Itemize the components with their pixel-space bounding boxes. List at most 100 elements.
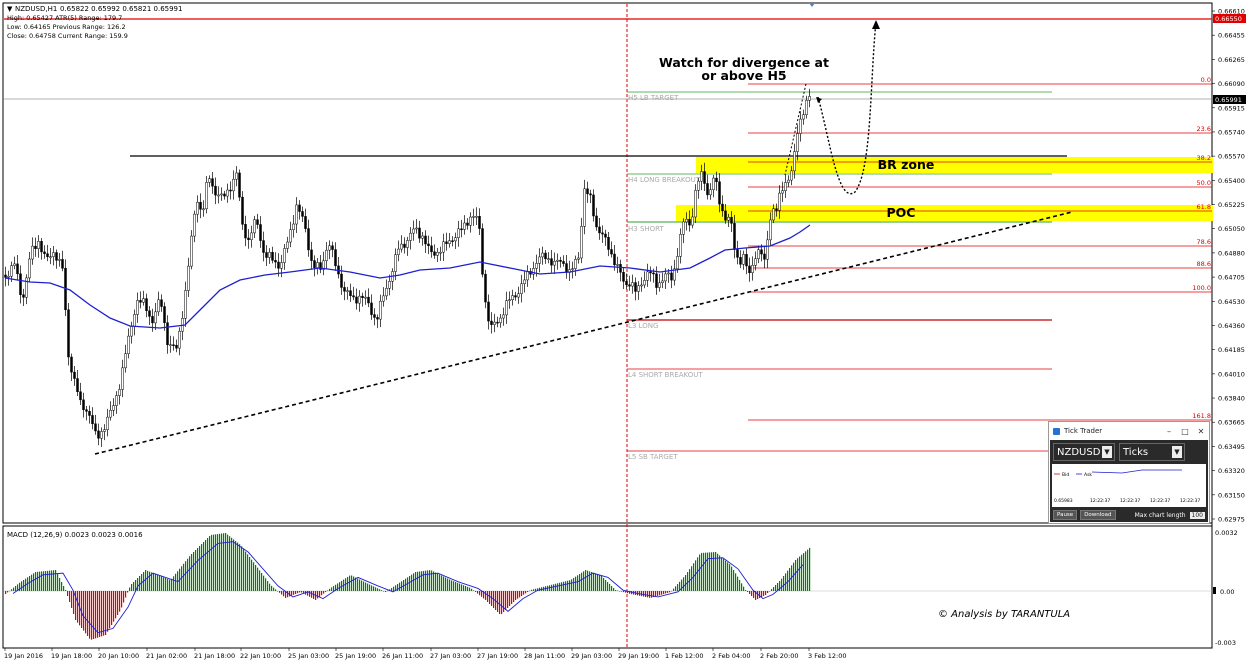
- macd-bar: [607, 582, 609, 591]
- macd-bar: [295, 591, 297, 594]
- candle-body: [4, 274, 7, 278]
- macd-bar: [175, 573, 177, 591]
- tick-trader-titlebar[interactable]: Tick Trader – □ ✕: [1049, 422, 1209, 440]
- time-tick-label: 21 Jan 18:00: [194, 652, 235, 660]
- macd-bar: [349, 575, 351, 591]
- time-tick-label: 26 Jan 11:00: [382, 652, 423, 660]
- candle-body: [112, 405, 115, 411]
- macd-bar: [207, 538, 209, 591]
- price-tick-label: 0.64360: [1218, 322, 1245, 330]
- candle-body: [595, 215, 598, 228]
- macd-bar: [601, 576, 603, 591]
- macd-bar: [711, 552, 713, 591]
- macd-bar: [135, 580, 137, 591]
- candle-body: [718, 181, 721, 205]
- macd-bar: [631, 591, 633, 595]
- chevron-down-icon: ▼: [1172, 446, 1182, 458]
- candle-body: [415, 227, 418, 230]
- candle-body: [73, 371, 76, 379]
- candle-body: [775, 208, 778, 211]
- candle-body: [583, 188, 586, 227]
- max-chart-length-select[interactable]: 100: [1189, 511, 1205, 519]
- candle-body: [436, 251, 439, 256]
- macd-bar: [43, 571, 45, 591]
- macd-bar: [575, 576, 577, 591]
- candle-body: [484, 273, 487, 303]
- macd-bar: [651, 591, 653, 598]
- macd-bar: [147, 570, 149, 591]
- maximize-icon[interactable]: □: [1181, 426, 1189, 436]
- candle-body: [25, 277, 28, 298]
- macd-bar: [805, 551, 807, 591]
- time-tick-label: 25 Jan 03:00: [288, 652, 329, 660]
- pause-button[interactable]: Pause: [1053, 510, 1078, 520]
- candle-body: [205, 182, 208, 210]
- macd-bar: [741, 583, 743, 591]
- macd-bar: [593, 572, 595, 591]
- candle-body: [688, 218, 691, 226]
- macd-bar: [243, 549, 245, 591]
- macd-bar: [657, 591, 659, 596]
- macd-bar: [319, 591, 321, 597]
- time-tick-label: 22 Jan 10:00: [240, 652, 281, 660]
- candle-body: [691, 216, 694, 226]
- macd-bar: [599, 574, 601, 591]
- candle-body: [589, 193, 592, 196]
- macd-bar: [661, 591, 663, 595]
- candle-body: [358, 295, 361, 304]
- macd-bar: [431, 570, 433, 591]
- macd-bar: [523, 591, 525, 595]
- price-tick-label: 0.63150: [1218, 491, 1245, 499]
- divergence-note-line1: Watch for divergence at: [659, 55, 829, 70]
- chart-shift-marker-icon[interactable]: [809, 3, 815, 7]
- candle-body: [523, 279, 526, 285]
- candle-body: [118, 389, 121, 396]
- candle-body: [535, 263, 538, 269]
- signature: © Analysis by TARANTULA: [938, 609, 1070, 620]
- macd-bar: [409, 576, 411, 591]
- download-button[interactable]: Download: [1080, 510, 1116, 520]
- macd-bar: [9, 590, 11, 592]
- macd-bar: [357, 578, 359, 591]
- macd-bar: [209, 536, 211, 591]
- macd-bar: [373, 586, 375, 591]
- macd-bar: [89, 591, 91, 639]
- price-tick-label: 0.63495: [1218, 443, 1245, 451]
- macd-bar: [287, 591, 289, 598]
- close-icon[interactable]: ✕: [1197, 426, 1205, 436]
- macd-bar: [531, 589, 533, 591]
- macd-bar: [467, 586, 469, 591]
- candle-body: [238, 172, 241, 198]
- poc-zone-rect: [676, 205, 1213, 221]
- candle-body: [514, 295, 517, 298]
- time-tick-label: 29 Jan 19:00: [618, 652, 659, 660]
- candle-body: [475, 215, 478, 218]
- macd-bar: [743, 586, 745, 591]
- svg-text:50.0: 50.0: [1197, 179, 1211, 187]
- tick-trader-window[interactable]: Tick Trader – □ ✕ NZDUSD ▼ Ticks ▼ Bid A…: [1048, 421, 1210, 524]
- symbol-select[interactable]: NZDUSD ▼: [1053, 443, 1115, 461]
- macd-bar: [427, 570, 429, 591]
- level-labels: H5 LB TARGET H4 LONG BREAKOUT H3 SHORT L…: [628, 94, 703, 461]
- mode-select[interactable]: Ticks ▼: [1119, 443, 1185, 461]
- macd-bar: [559, 582, 561, 591]
- candle-body: [145, 298, 148, 311]
- candle-body: [265, 252, 268, 258]
- minimize-icon[interactable]: –: [1167, 426, 1171, 436]
- candle-body: [682, 221, 685, 235]
- macd-bar: [499, 591, 501, 614]
- candle-body: [760, 249, 763, 255]
- candle-body: [742, 254, 745, 265]
- macd-bar: [679, 581, 681, 591]
- macd-bar: [461, 584, 463, 591]
- candle-body: [316, 262, 319, 268]
- candle-body: [172, 344, 175, 346]
- candle-body: [232, 178, 235, 192]
- macd-bar: [807, 549, 809, 591]
- candle-body: [157, 299, 160, 313]
- macd-bar: [629, 591, 631, 594]
- macd-bar: [205, 540, 207, 591]
- max-chart-length: Max chart length 100: [1135, 511, 1205, 519]
- candle-body: [670, 272, 673, 281]
